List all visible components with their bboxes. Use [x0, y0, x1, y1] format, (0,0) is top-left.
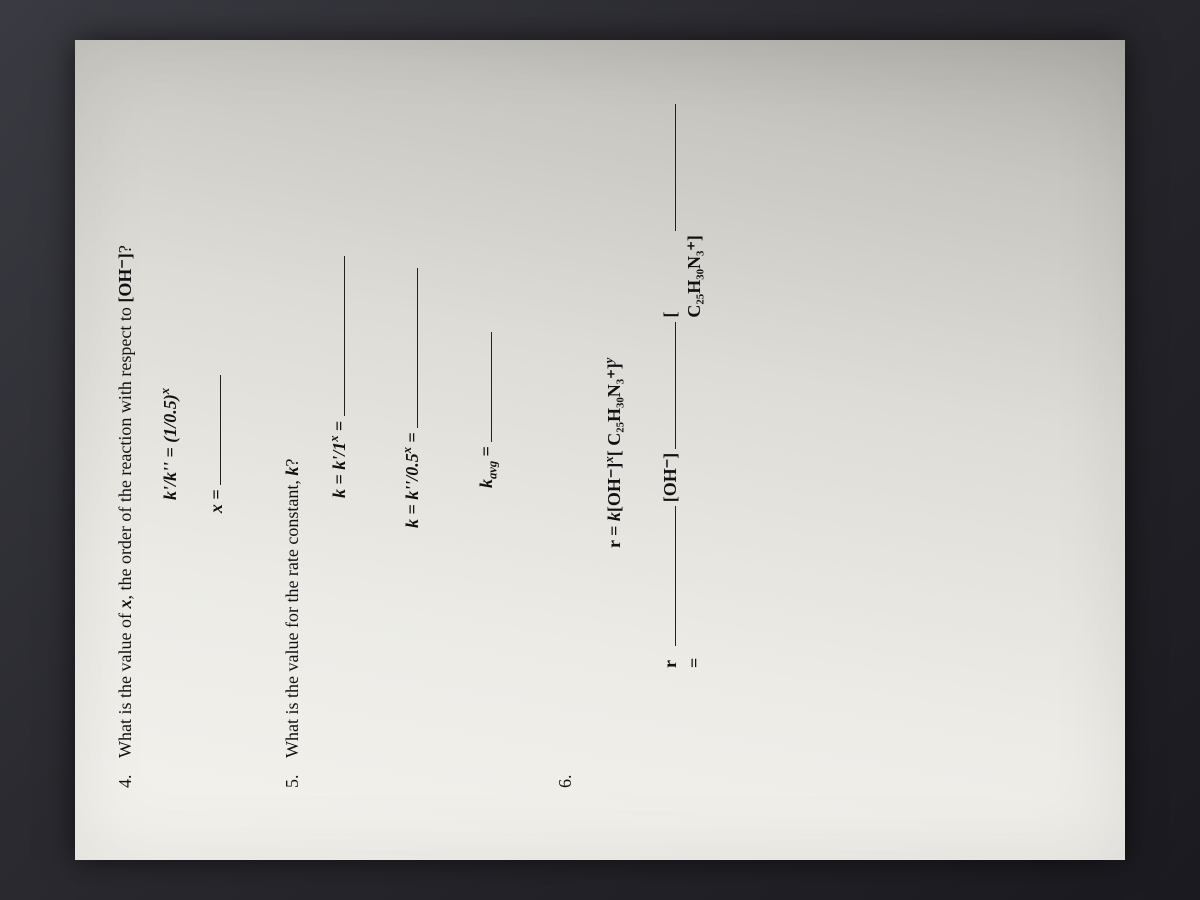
question-4: 4. What is the value of x, the order of … [113, 100, 228, 788]
photo-background: 4. What is the value of x, the order of … [0, 0, 1200, 900]
q6-cv: [ C₂₅H₃₀N₃⁺] [604, 363, 624, 456]
q5-text: What is the value for the rate constant,… [280, 100, 304, 758]
q6-exp-y: y [602, 358, 616, 364]
q5-kavg-eq: = [476, 446, 496, 461]
q5-eq1-lhs: k = k'/1 [329, 442, 349, 498]
q4-equation: k'/k'' = (1/0.5)x [157, 100, 182, 788]
q6-k: k [604, 512, 624, 521]
q6-exp-x: x [602, 456, 616, 462]
q6-blank1 [657, 506, 676, 645]
q5-eq1-eq: = [329, 421, 349, 436]
q5-text-suffix: ? [282, 459, 302, 467]
q5-text-main: What is the value for the rate constant, [282, 476, 302, 758]
q5-kavg-blank [473, 332, 492, 442]
q5-eq2-lhs: k = k''/0.5 [402, 453, 422, 528]
q5-prompt: 5. What is the value for the rate consta… [280, 100, 304, 788]
q4-var: x [115, 600, 135, 609]
rotation-wrapper: 4. What is the value of x, the order of … [75, 40, 1125, 860]
worksheet-page: 4. What is the value of x, the order of … [75, 40, 1125, 860]
q4-text: What is the value of x, the order of the… [113, 100, 137, 758]
q5-number: 5. [280, 758, 304, 788]
q4-number: 4. [113, 758, 137, 788]
q5-eq1: k = k'/1x = [326, 100, 351, 788]
q6-blank2 [657, 322, 676, 449]
q6-r: r = [604, 521, 624, 548]
q6-final-r: r = [658, 650, 707, 668]
q4-blank [203, 375, 222, 485]
q6-blank3 [657, 104, 676, 231]
q5-eq2: k = k''/0.5x = [399, 100, 424, 788]
q5-eq2-exp: x [400, 447, 414, 453]
q6-row: 6. [553, 100, 577, 788]
q4-prompt: 4. What is the value of x, the order of … [113, 100, 137, 788]
q5-eq1-blank [326, 256, 345, 416]
q6-final-rate: r = [OH⁻] [ C₂₅H₃₀N₃⁺] [657, 100, 706, 788]
q4-text-suffix: ? [115, 245, 135, 253]
q4-x-label: x = [205, 489, 225, 513]
q6-final-oh: [OH⁻] [658, 453, 682, 503]
q4-answer-line: x = [203, 100, 228, 788]
q6-oh: [OH⁻] [604, 463, 624, 513]
q5-var: k [282, 467, 302, 476]
q6-rate-law: r = k[OH⁻]x[ C₂₅H₃₀N₃⁺]y [601, 100, 626, 788]
q4-text-mid: , the order of the reaction with respect… [115, 303, 135, 600]
q6-number: 6. [553, 758, 577, 788]
q5-kavg: kavg = [473, 100, 501, 788]
question-5: 5. What is the value for the rate consta… [280, 100, 501, 788]
q5-eq2-blank [399, 268, 418, 428]
q5-kavg-k: k [476, 479, 496, 488]
q4-eq-lhs: k'/k'' = (1/0.5) [160, 394, 180, 500]
q4-species: [OH⁻] [115, 253, 135, 303]
q4-eq-exp: x [158, 388, 172, 394]
q5-eq2-eq: = [402, 432, 422, 447]
q6-final-cv: [ C₂₅H₃₀N₃⁺] [658, 235, 707, 317]
q4-text-prefix: What is the value of [115, 609, 135, 758]
question-6: 6. r = k[OH⁻]x[ C₂₅H₃₀N₃⁺]y r = [OH⁻] [ … [553, 100, 706, 788]
q5-kavg-sub: avg [485, 461, 499, 479]
q5-eq1-exp: x [327, 435, 341, 441]
